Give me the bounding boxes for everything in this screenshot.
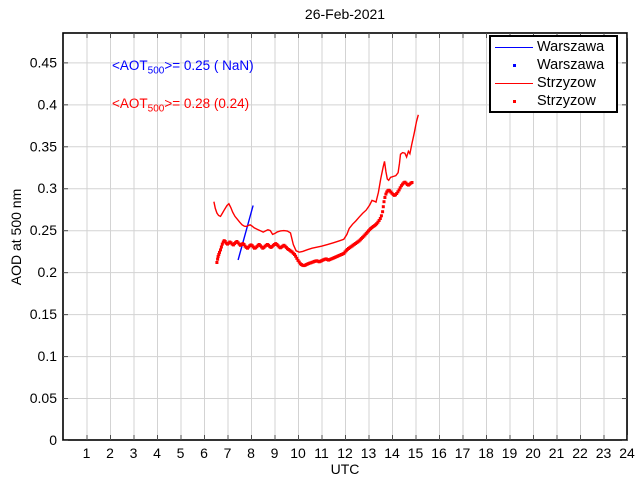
legend-dot-sample-red xyxy=(491,99,537,103)
legend-label: Strzyzow xyxy=(537,93,596,109)
legend-item-strzyzow-line: Strzyzow xyxy=(491,74,616,92)
svg-text:13: 13 xyxy=(361,445,377,461)
svg-text:4: 4 xyxy=(153,445,161,461)
legend-label: Warszawa xyxy=(537,57,605,73)
svg-text:0.45: 0.45 xyxy=(30,54,57,70)
warszawa-mean-annotation: <AOT500>= 0.25 ( NaN) xyxy=(112,58,254,77)
svg-text:0.25: 0.25 xyxy=(30,222,57,238)
svg-text:0.1: 0.1 xyxy=(38,348,58,364)
y-axis-label: AOD at 500 nm xyxy=(8,188,24,286)
x-tick-labels: 1 2 3 4 5 6 7 8 9 10 11 12 13 14 15 16 17 18 19 20 21 22 23 24 xyxy=(83,445,635,461)
legend-item-strzyzow-dot: Strzyzow xyxy=(491,92,616,110)
svg-text:7: 7 xyxy=(224,445,232,461)
legend-label: Warszawa xyxy=(537,39,605,55)
legend-item-warszawa-dot: Warszawa xyxy=(491,56,616,74)
svg-text:0.15: 0.15 xyxy=(30,306,57,322)
legend-label: Strzyzow xyxy=(537,75,596,91)
chart-title: 26-Feb-2021 xyxy=(304,6,386,22)
svg-text:0.4: 0.4 xyxy=(38,96,58,112)
series-line-warszawa xyxy=(237,205,254,261)
svg-text:15: 15 xyxy=(408,445,424,461)
svg-text:21: 21 xyxy=(549,445,565,461)
svg-text:24: 24 xyxy=(619,445,635,461)
data-series xyxy=(213,114,419,268)
strzyzow-mean-prefix: <AOT xyxy=(112,96,148,111)
strzyzow-mean-annotation: <AOT500>= 0.28 (0.24) xyxy=(112,96,249,115)
x-axis-label: UTC xyxy=(330,461,360,477)
series-dots-strzyzow xyxy=(215,180,414,268)
series-line-strzyzow xyxy=(213,114,419,253)
svg-text:23: 23 xyxy=(596,445,612,461)
svg-text:14: 14 xyxy=(384,445,400,461)
svg-text:0: 0 xyxy=(49,432,57,448)
legend-line-sample-red xyxy=(491,82,537,84)
y-tick-labels: 0 0.05 0.1 0.15 0.2 0.25 0.3 0.35 0.4 0.45 xyxy=(30,54,57,448)
svg-text:0.05: 0.05 xyxy=(30,390,57,406)
svg-text:3: 3 xyxy=(130,445,138,461)
legend-item-warszawa-line: Warszawa xyxy=(491,38,616,56)
svg-text:18: 18 xyxy=(478,445,494,461)
strzyzow-mean-subscript: 500 xyxy=(147,103,165,115)
svg-text:22: 22 xyxy=(572,445,588,461)
legend-line-sample-blue xyxy=(491,46,537,48)
warszawa-mean-subscript: 500 xyxy=(147,65,165,77)
warszawa-mean-prefix: <AOT xyxy=(112,58,148,73)
svg-text:19: 19 xyxy=(502,445,518,461)
svg-text:10: 10 xyxy=(290,445,306,461)
svg-text:0.35: 0.35 xyxy=(30,138,57,154)
legend: Warszawa Warszawa Strzyzow Strzyzow xyxy=(489,35,618,113)
svg-text:8: 8 xyxy=(247,445,255,461)
svg-text:6: 6 xyxy=(200,445,208,461)
legend-dot-sample-blue xyxy=(491,63,537,67)
svg-text:20: 20 xyxy=(525,445,541,461)
svg-text:16: 16 xyxy=(431,445,447,461)
svg-text:5: 5 xyxy=(177,445,185,461)
svg-text:0.2: 0.2 xyxy=(38,264,58,280)
svg-text:9: 9 xyxy=(271,445,279,461)
warszawa-mean-value: >= 0.25 ( NaN) xyxy=(164,58,254,73)
svg-text:0.3: 0.3 xyxy=(38,180,58,196)
svg-text:2: 2 xyxy=(106,445,114,461)
svg-text:1: 1 xyxy=(83,445,91,461)
strzyzow-mean-value: >= 0.28 (0.24) xyxy=(164,96,250,111)
svg-text:11: 11 xyxy=(314,445,329,461)
svg-text:12: 12 xyxy=(337,445,353,461)
svg-text:17: 17 xyxy=(455,445,471,461)
